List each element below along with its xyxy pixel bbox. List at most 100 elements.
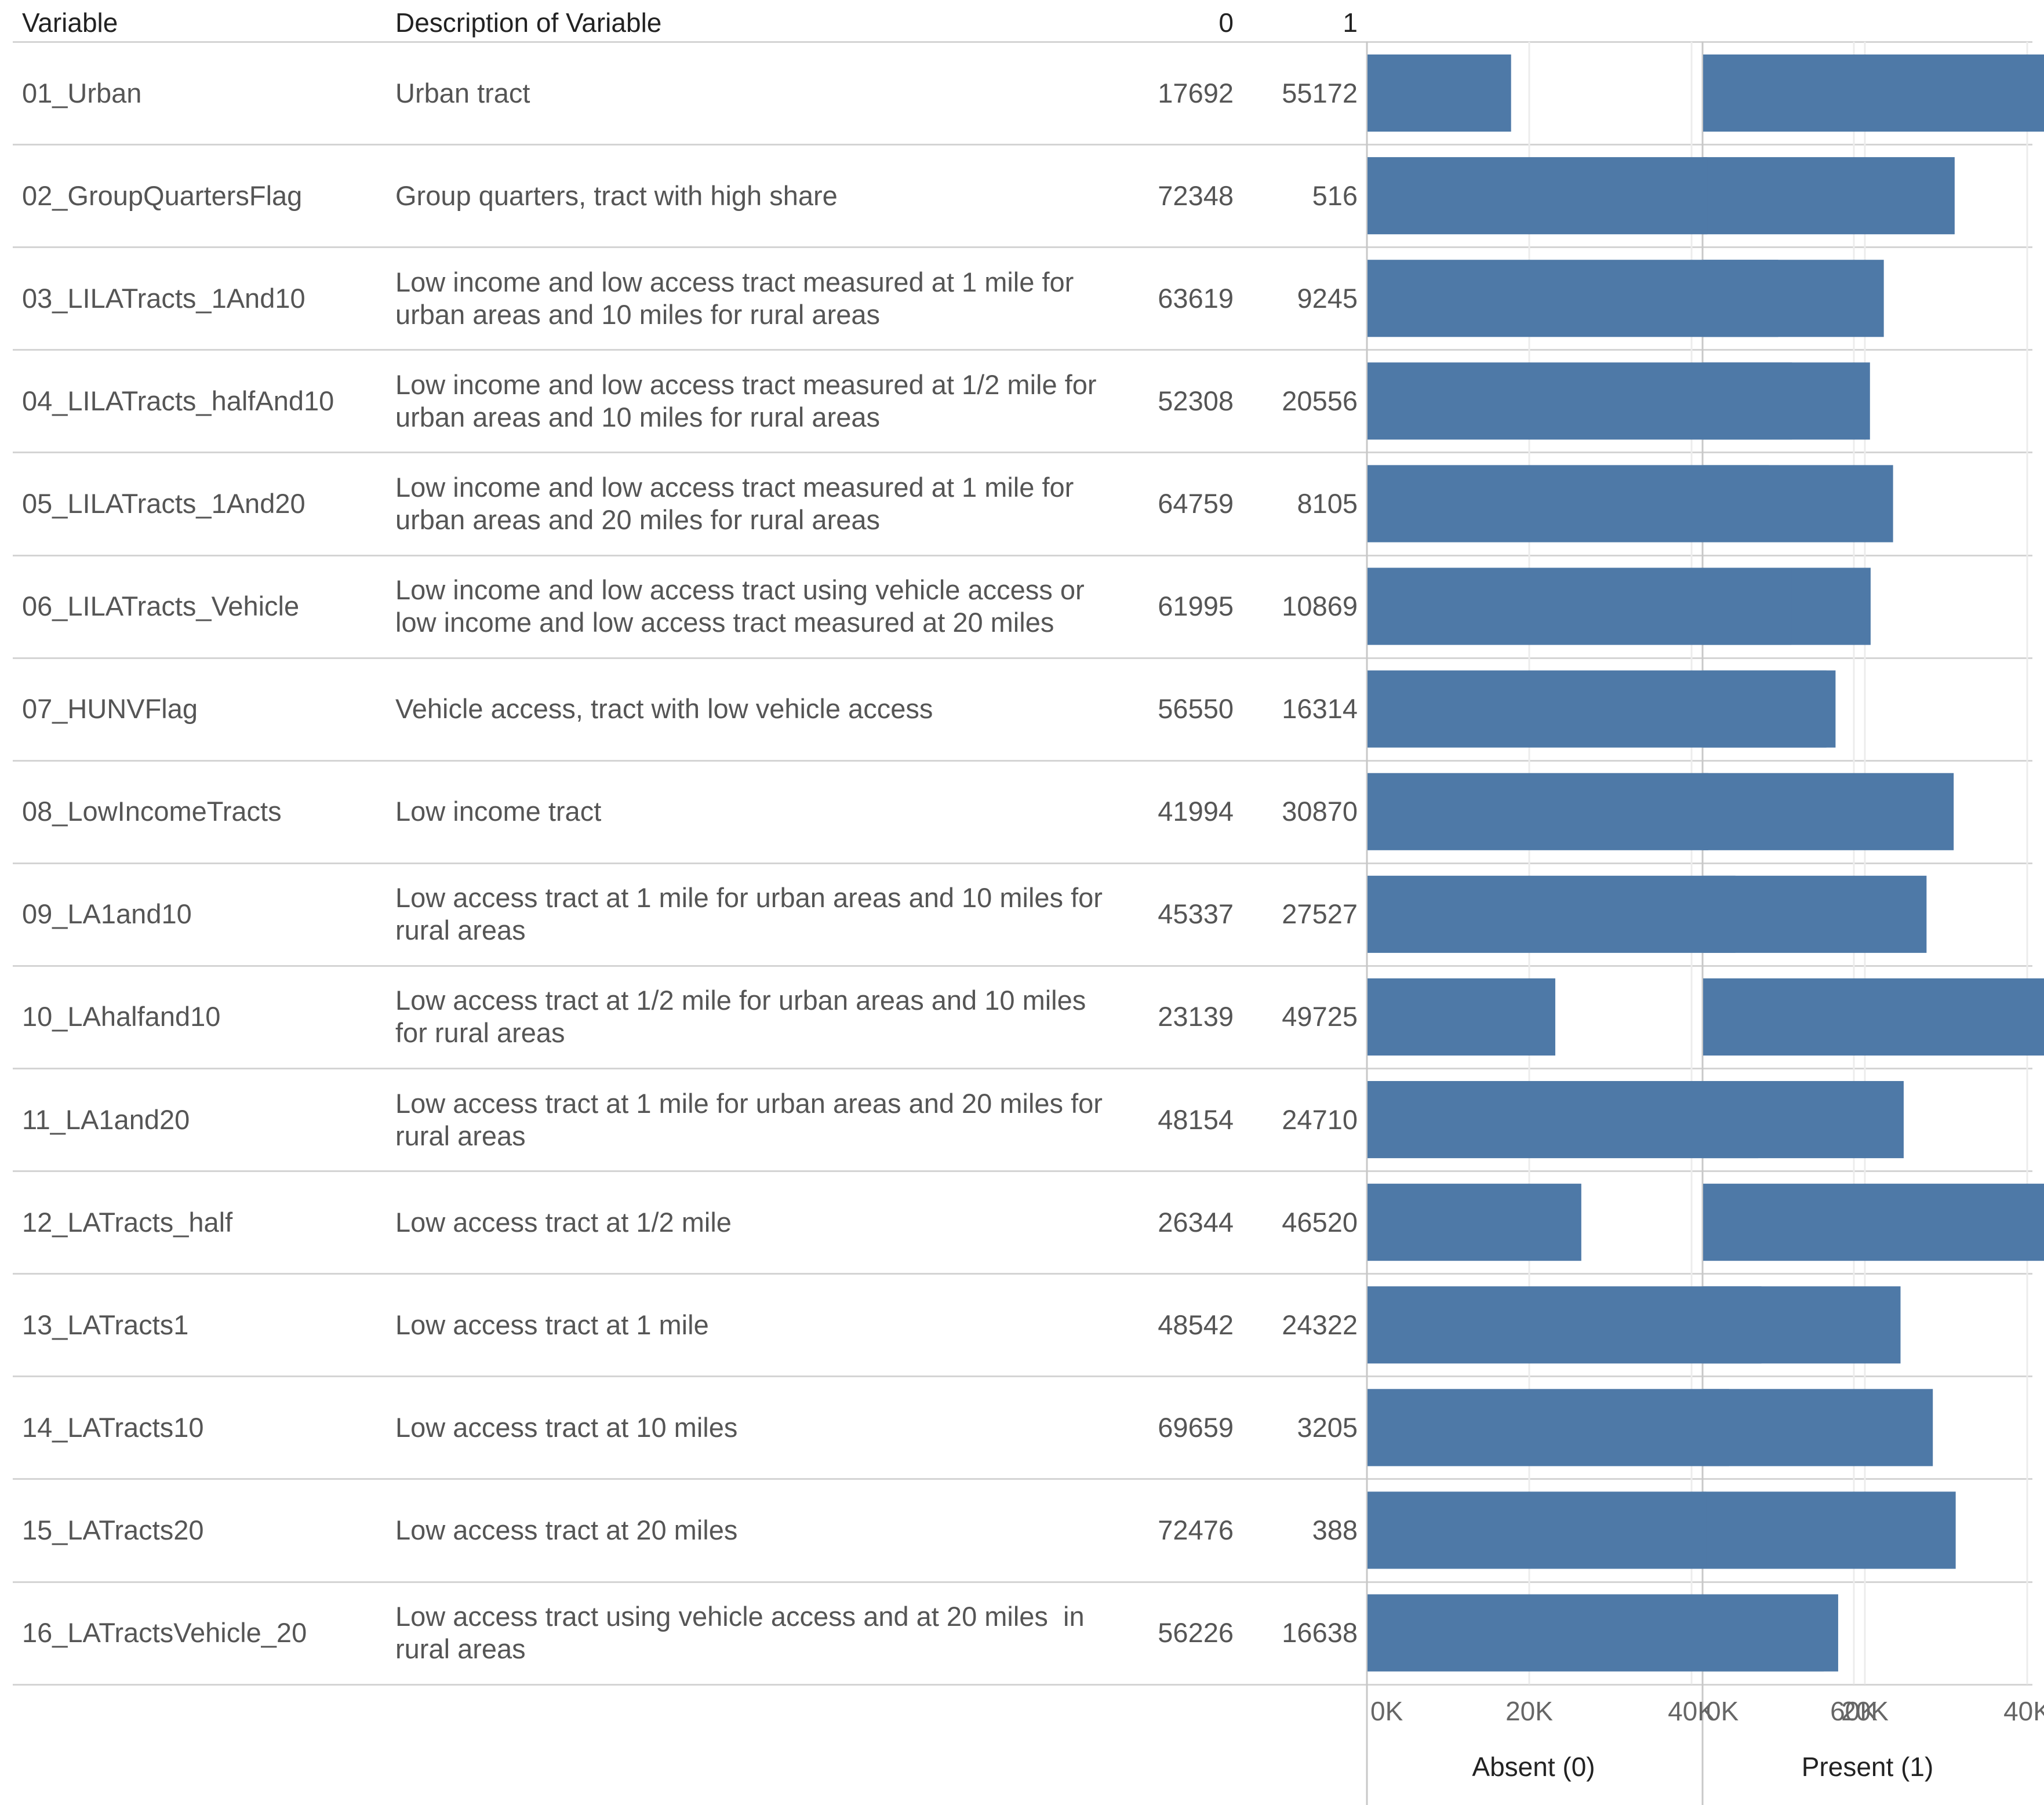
count-absent: 69659 — [1158, 1411, 1234, 1443]
row-divider — [13, 349, 2032, 351]
bar-present — [1703, 978, 2044, 1056]
count-present: 24710 — [1282, 1104, 1358, 1135]
description-line: Low income and low access tract measured… — [395, 471, 1074, 503]
description-line: Group quarters, tract with high share — [395, 180, 838, 211]
tick-label: 0K — [1706, 1696, 1739, 1726]
variable-name: 10_LAhalfand10 — [22, 1001, 221, 1032]
bar-absent — [1367, 1491, 1956, 1569]
count-present: 27527 — [1282, 898, 1358, 930]
variable-description: Low income tract — [395, 795, 1143, 828]
bar-present — [1703, 567, 1792, 645]
variable-name: 02_GroupQuartersFlag — [22, 180, 303, 211]
bar-present — [1703, 54, 2044, 132]
variable-name: 16_LATractsVehicle_20 — [22, 1617, 307, 1648]
description-line: Urban tract — [395, 77, 530, 108]
count-absent: 52308 — [1158, 385, 1234, 416]
row-divider — [13, 1273, 2032, 1275]
count-absent: 17692 — [1158, 77, 1234, 108]
variable-name: 08_LowIncomeTracts — [22, 796, 282, 827]
count-present: 3205 — [1297, 1411, 1358, 1443]
tick-label: 60K — [1830, 1696, 1878, 1726]
variable-name: 04_LILATracts_halfAnd10 — [22, 385, 334, 416]
count-present: 24322 — [1282, 1309, 1358, 1340]
row-divider — [13, 144, 2032, 146]
count-present: 8105 — [1297, 487, 1358, 519]
description-line: Low access tract at 10 miles — [395, 1411, 738, 1443]
header-description: Description of Variable — [395, 8, 662, 38]
variable-description: Low access tract at 1/2 mile for urban a… — [395, 984, 1143, 1049]
bar-present — [1703, 1081, 1904, 1159]
bar-present — [1703, 1594, 1838, 1672]
count-absent: 45337 — [1158, 898, 1234, 930]
tick-label: 20K — [1841, 1696, 1889, 1726]
variable-name: 15_LATracts20 — [22, 1514, 204, 1545]
count-absent: 26344 — [1158, 1206, 1234, 1238]
bar-absent — [1367, 1184, 1581, 1261]
description-line: Low access tract at 20 miles — [395, 1514, 738, 1545]
variable-name: 07_HUNVFlag — [22, 693, 198, 725]
description-line: Low income and low access tract using ve… — [395, 574, 1085, 606]
tick-label: 40K — [1668, 1696, 1715, 1726]
count-present: 55172 — [1282, 77, 1358, 108]
count-absent: 23139 — [1158, 1001, 1234, 1032]
bar-present — [1703, 1286, 1901, 1364]
tick-label: 20K — [1505, 1696, 1553, 1726]
bar-present — [1703, 157, 1708, 235]
row-divider — [13, 1478, 2032, 1480]
row-divider — [13, 1068, 2032, 1069]
description-line: urban areas and 10 miles for rural areas — [395, 401, 880, 432]
bar-present — [1703, 875, 1927, 953]
count-absent: 56550 — [1158, 693, 1234, 725]
description-line: Low access tract at 1 mile for urban are… — [395, 1087, 1103, 1119]
variable-description: Low income and low access tract measured… — [395, 471, 1143, 536]
description-line: Low access tract using vehicle access an… — [395, 1601, 1085, 1632]
variable-name: 01_Urban — [22, 77, 142, 108]
row-divider — [13, 246, 2032, 249]
bar-absent — [1367, 1081, 1759, 1159]
description-line: for rural areas — [395, 1017, 565, 1049]
description-line: urban areas and 20 miles for rural areas — [395, 504, 880, 535]
row-divider — [13, 657, 2032, 659]
bar-present — [1703, 362, 1870, 440]
row-divider — [13, 759, 2032, 762]
tick-label: 0K — [1370, 1696, 1403, 1726]
tick-label: 40K — [2003, 1696, 2044, 1726]
row-divider — [13, 862, 2032, 864]
variable-description: Low access tract at 1 mile for urban are… — [395, 882, 1143, 947]
count-absent: 48542 — [1158, 1309, 1234, 1340]
header-col-1: 1 — [1343, 8, 1358, 38]
variable-description: Low access tract at 1/2 mile — [395, 1206, 1143, 1239]
variable-name: 12_LATracts_half — [22, 1206, 233, 1238]
variable-name: 05_LILATracts_1And20 — [22, 487, 305, 519]
variable-description: Group quarters, tract with high share — [395, 180, 1143, 212]
bar-present — [1703, 1184, 2044, 1261]
axis-title: Present (1) — [1802, 1752, 1934, 1782]
description-line: Vehicle access, tract with low vehicle a… — [395, 693, 933, 725]
description-line: urban areas and 10 miles for rural areas — [395, 299, 880, 330]
bar-absent — [1367, 54, 1511, 132]
row-divider — [13, 1170, 2032, 1173]
variable-description: Vehicle access, tract with low vehicle a… — [395, 693, 1143, 725]
count-present: 16314 — [1282, 693, 1358, 725]
description-line: rural areas — [395, 915, 526, 946]
variable-description: Low income and low access tract measured… — [395, 369, 1143, 434]
row-divider — [13, 554, 2032, 556]
description-line: rural areas — [395, 1633, 526, 1665]
bar-absent — [1367, 157, 1955, 235]
count-present: 516 — [1312, 180, 1358, 211]
variable-description: Low access tract at 20 miles — [395, 1514, 1143, 1546]
description-line: Low income and low access tract measured… — [395, 266, 1074, 297]
header-col-0: 0 — [1219, 8, 1234, 38]
variable-name: 09_LA1and10 — [22, 898, 192, 930]
count-absent: 72348 — [1158, 180, 1234, 211]
row-divider — [13, 965, 2032, 967]
variable-description: Low income and low access tract using ve… — [395, 574, 1143, 639]
count-absent: 41994 — [1158, 796, 1234, 827]
count-present: 16638 — [1282, 1617, 1358, 1648]
count-present: 20556 — [1282, 385, 1358, 416]
row-divider — [13, 41, 2032, 43]
variable-description: Low access tract using vehicle access an… — [395, 1600, 1143, 1665]
description-line: Low access tract at 1 mile — [395, 1309, 709, 1340]
count-present: 30870 — [1282, 796, 1358, 827]
